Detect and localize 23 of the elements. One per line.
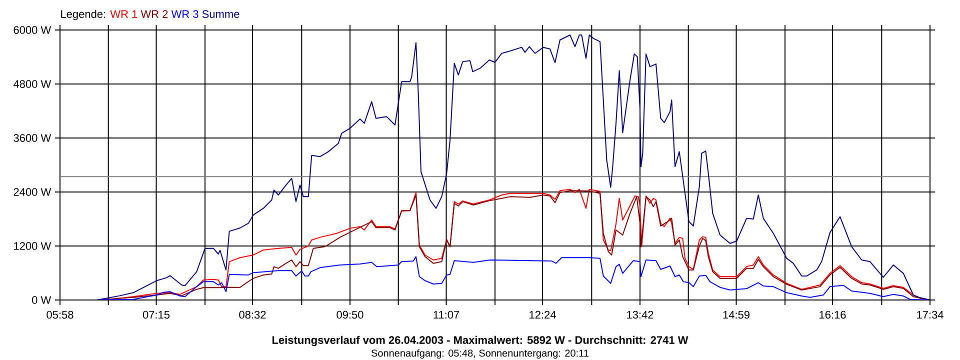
x-tick-label: 14:59 — [723, 310, 750, 319]
y-tick-label: 6000 W — [14, 26, 52, 34]
x-tick-label: 12:24 — [530, 310, 556, 319]
text: WR 1 — [110, 10, 138, 18]
text: Summe — [202, 10, 240, 18]
y-tick-label: 1200 W — [14, 242, 52, 250]
y-tick-label: 4800 W — [13, 80, 52, 88]
x-tick-label: 17:34 — [917, 310, 944, 319]
text: WR 3 — [171, 10, 198, 18]
x-tick-label: 08:32 — [239, 310, 266, 319]
x-tick-label: 16:16 — [820, 310, 846, 319]
x-tick-label: 13:42 — [627, 310, 654, 319]
text: WR 2 — [140, 10, 168, 18]
text: Leistungsverlauf vom 26.04.2003 - Maximalwert: 5892 W - Durchschnitt: 2741 W — [272, 336, 688, 346]
y-tick-label: 2400 W — [14, 188, 52, 196]
y-tick-label: 3600 W — [14, 134, 52, 142]
text: Sonnenaufgang: 05:48, Sonnenuntergang: 20:11 — [371, 349, 588, 359]
legend-title: Legende: — [61, 10, 106, 20]
x-tick-label: 05:58 — [46, 310, 74, 319]
x-tick-label: 11:07 — [434, 310, 460, 319]
y-tick-label: 0 W — [32, 296, 52, 304]
x-tick-label: 09:50 — [336, 310, 364, 319]
x-tick-label: 07:15 — [142, 310, 170, 319]
